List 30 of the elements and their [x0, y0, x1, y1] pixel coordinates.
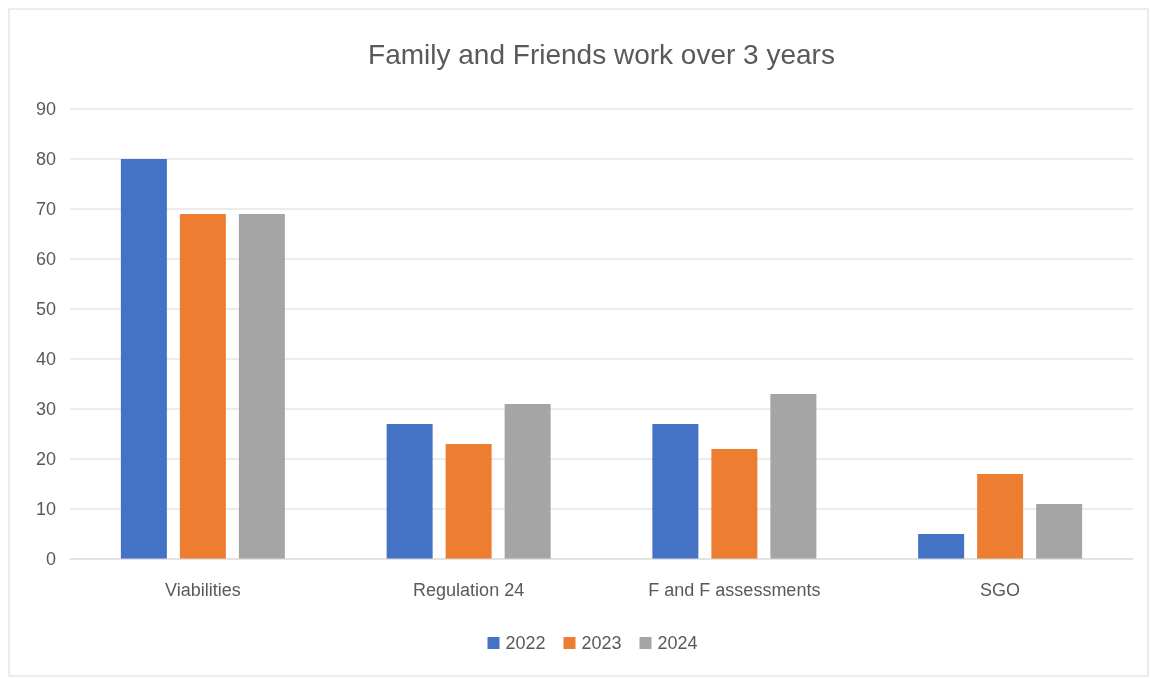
- bar: [504, 404, 551, 559]
- bar: [386, 424, 433, 559]
- y-tick-label: 10: [35, 499, 56, 520]
- bar: [238, 214, 285, 559]
- x-tick-label: Viabilities: [165, 580, 241, 600]
- bar: [1036, 504, 1083, 559]
- legend-label: 2022: [505, 633, 546, 654]
- bar: [652, 424, 699, 559]
- x-tick-label: Regulation 24: [413, 580, 525, 600]
- y-tick-label: 40: [35, 349, 56, 370]
- y-tick-label: 0: [45, 549, 56, 570]
- bar: [711, 449, 758, 559]
- x-tick-label: SGO: [980, 580, 1021, 600]
- y-tick-label: 90: [35, 99, 56, 120]
- y-tick-label: 30: [35, 399, 56, 420]
- y-tick-label: 50: [35, 299, 56, 320]
- y-tick-label: 20: [35, 449, 56, 470]
- legend-label: 2024: [657, 633, 698, 654]
- bar: [770, 394, 817, 559]
- legend-label: 2023: [581, 633, 622, 654]
- bar: [179, 214, 226, 559]
- bar: [445, 444, 492, 559]
- y-tick-label: 80: [35, 149, 56, 170]
- bar: [918, 534, 965, 559]
- bar: [977, 474, 1024, 559]
- bar: [120, 159, 167, 559]
- x-tick-label: F and F assessments: [648, 580, 821, 600]
- y-tick-label: 70: [35, 199, 56, 220]
- y-tick-label: 60: [35, 249, 56, 270]
- chart-title: Family and Friends work over 3 years: [368, 39, 835, 70]
